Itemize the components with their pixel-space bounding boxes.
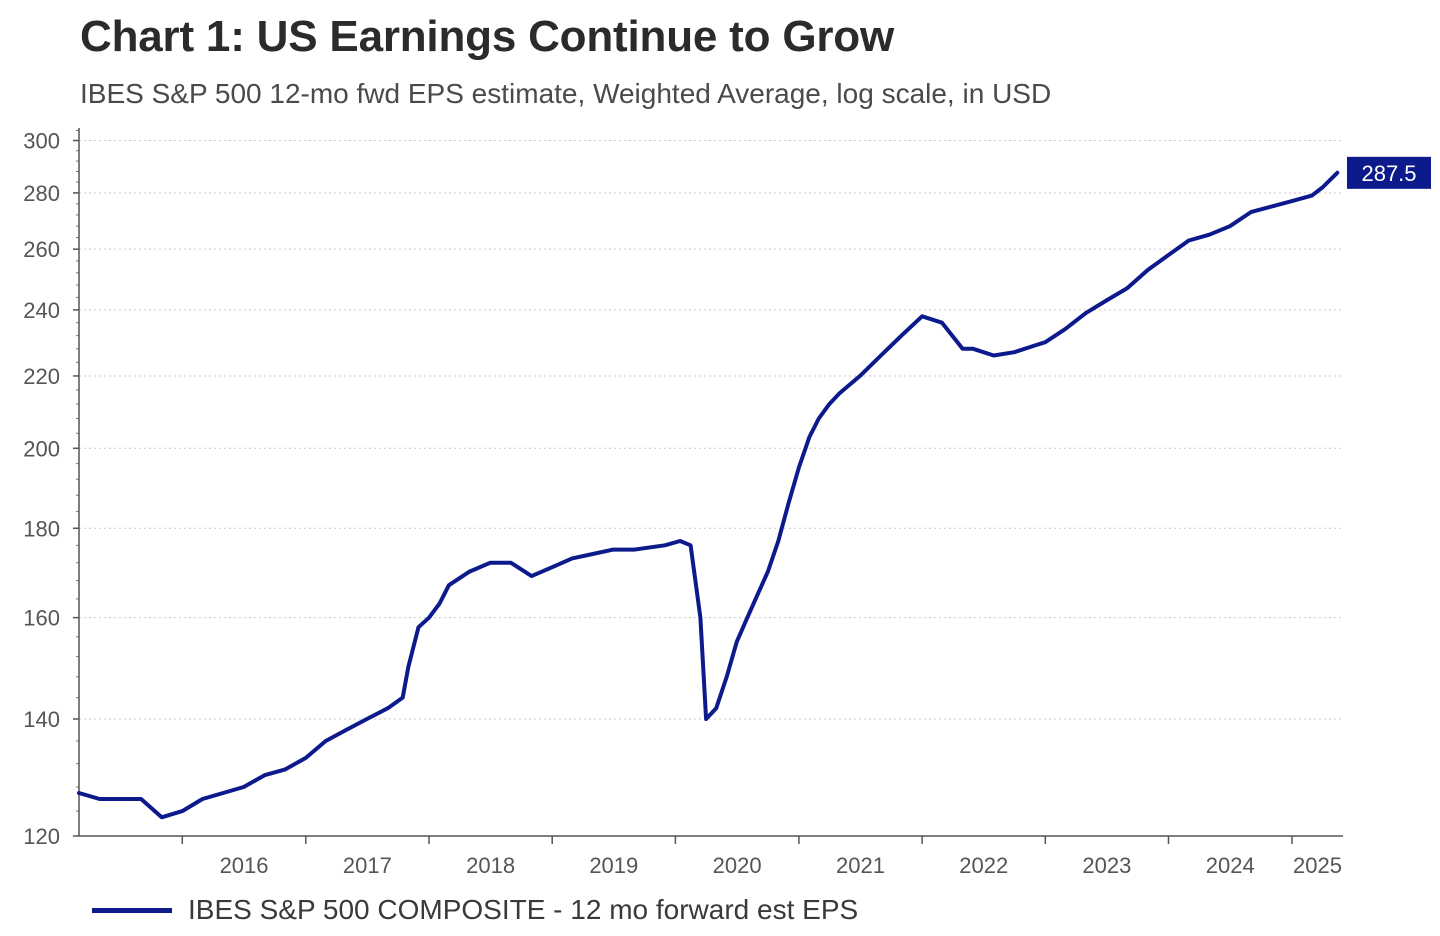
x-tick-label: 2025: [1293, 853, 1342, 878]
chart-subtitle: IBES S&P 500 12-mo fwd EPS estimate, Wei…: [80, 78, 1052, 109]
x-tick-label: 2017: [343, 853, 392, 878]
axes: 120 140 160 180 200 220 240 260 280 300 2016 2017 20…: [23, 128, 1343, 878]
last-value-badge: [1347, 156, 1431, 189]
chart-title: Chart 1: US Earnings Continue to Grow: [80, 12, 894, 61]
legend-swatch: [92, 907, 172, 913]
y-tick-label: 120: [23, 824, 60, 849]
y-tick-label: 180: [23, 516, 60, 541]
y-tick-label: 140: [23, 707, 60, 732]
last-value-label-group: 287.5: [1347, 156, 1431, 189]
x-tick-label: 2020: [713, 853, 762, 878]
x-tick-label: 2022: [959, 853, 1008, 878]
legend-label: IBES S&P 500 COMPOSITE - 12 mo forward e…: [188, 894, 859, 925]
y-tick-label: 220: [23, 364, 60, 389]
last-value-label: 287.5: [1361, 161, 1416, 186]
y-tick-label: 300: [23, 129, 60, 154]
y-tick-label: 260: [23, 237, 60, 262]
x-tick-label: 2024: [1206, 853, 1255, 878]
x-tick-label: 2018: [466, 853, 515, 878]
x-tick-label: 2019: [589, 853, 638, 878]
x-tick-label: 2021: [836, 853, 885, 878]
x-tick-label: 2023: [1082, 853, 1131, 878]
series-layer: [77, 170, 1340, 820]
x-tick-label: 2016: [220, 853, 269, 878]
y-tick-label: 200: [23, 436, 60, 461]
legend: IBES S&P 500 COMPOSITE - 12 mo forward e…: [92, 890, 858, 930]
series-line-ibes-eps: [77, 170, 1340, 820]
y-tick-label: 240: [23, 298, 60, 323]
y-tick-label: 160: [23, 606, 60, 631]
grid: [79, 140, 1343, 837]
y-tick-label: 280: [23, 181, 60, 206]
